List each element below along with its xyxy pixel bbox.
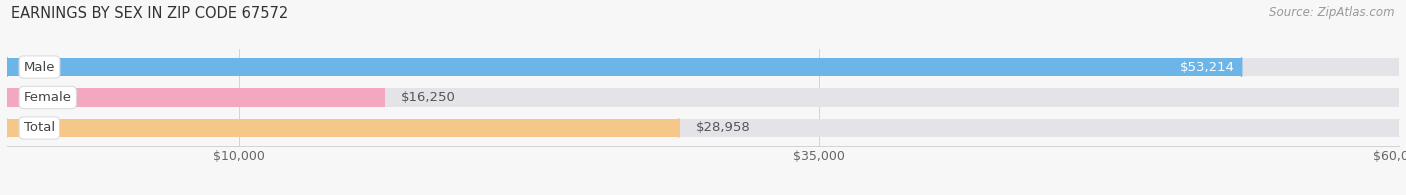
Bar (7, 58, 1241, 76)
Bar (7, 88, 384, 107)
Text: $16,250: $16,250 (401, 91, 456, 104)
Text: Female: Female (24, 91, 72, 104)
Text: EARNINGS BY SEX IN ZIP CODE 67572: EARNINGS BY SEX IN ZIP CODE 67572 (11, 6, 288, 21)
Text: Source: ZipAtlas.com: Source: ZipAtlas.com (1270, 6, 1395, 19)
Text: Male: Male (24, 60, 55, 74)
Bar (7, 58, 1399, 76)
Text: Total: Total (24, 121, 55, 135)
Text: $28,958: $28,958 (696, 121, 751, 135)
Bar (7, 119, 679, 137)
Text: $53,214: $53,214 (1180, 60, 1234, 74)
Bar (7, 88, 1399, 107)
Bar (7, 119, 1399, 137)
